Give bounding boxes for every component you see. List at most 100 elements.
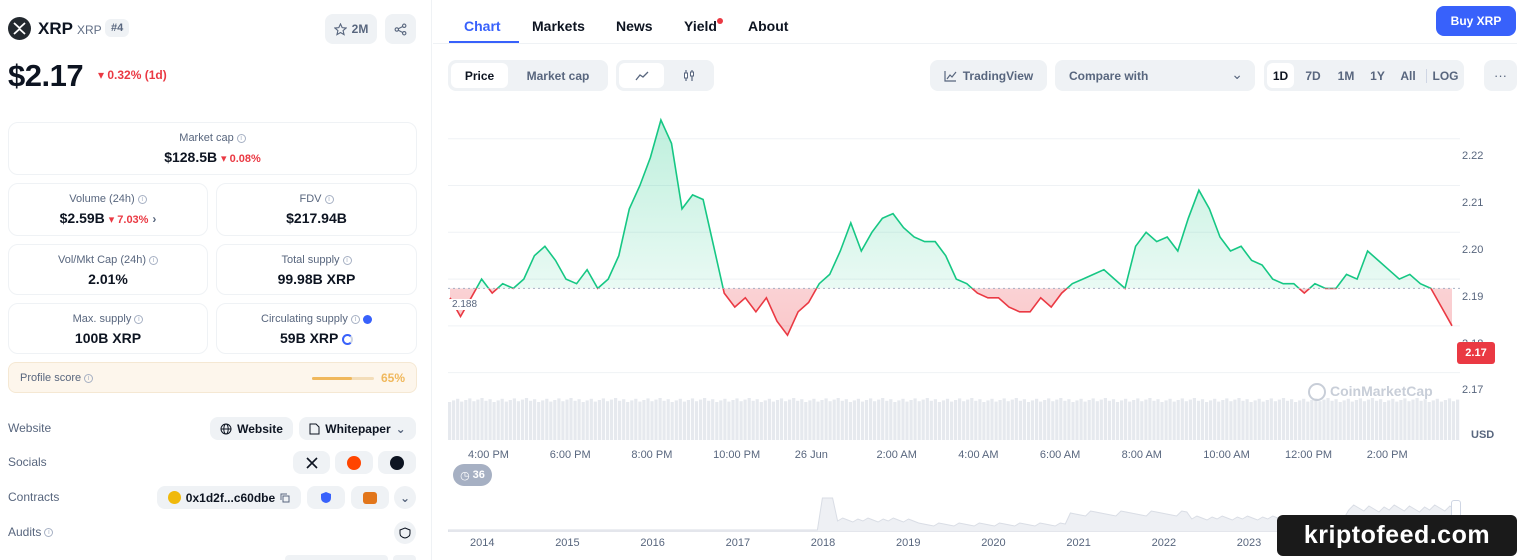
reddit-button[interactable] <box>335 451 373 474</box>
tab-yield[interactable]: Yield <box>684 18 717 34</box>
volume-bar <box>678 398 682 440</box>
info-icon[interactable]: i <box>149 255 159 265</box>
more-options-button[interactable]: ··· <box>1484 60 1517 91</box>
range-1y[interactable]: 1Y <box>1370 68 1385 83</box>
tab-news[interactable]: News <box>616 18 653 34</box>
volume-bar <box>1087 400 1091 440</box>
volume-bar <box>488 399 492 440</box>
tab-about[interactable]: About <box>748 18 789 34</box>
volume-bar <box>779 398 784 440</box>
volume-bar <box>1419 400 1423 440</box>
y-unit: USD <box>1471 429 1495 441</box>
volume-bar <box>1387 400 1391 440</box>
x-twitter-button[interactable] <box>293 451 330 474</box>
range-1m[interactable]: 1M <box>1337 68 1355 83</box>
coinmarketcap-logo-icon <box>1308 383 1326 402</box>
volume-bar <box>650 401 654 440</box>
compare-dropdown[interactable]: Compare with ⌄ <box>1055 60 1255 91</box>
volume-bar <box>1362 401 1366 440</box>
volume-bar <box>1423 399 1427 440</box>
volume-bar <box>699 399 703 440</box>
github-button[interactable] <box>378 451 416 474</box>
volume-bar <box>1192 398 1196 440</box>
volume-bar <box>1043 400 1047 440</box>
x-tick: 6:00 PM <box>549 449 591 461</box>
next-row-button[interactable] <box>393 555 416 560</box>
range-all[interactable]: All <box>1400 68 1416 83</box>
volume-bar <box>1205 402 1209 440</box>
candlestick-button[interactable] <box>667 63 711 88</box>
volume-bar <box>1160 402 1164 440</box>
volume-bar <box>1213 398 1217 440</box>
volume-bar <box>520 399 525 440</box>
range-7d[interactable]: 7D <box>1305 68 1321 83</box>
volume-bar <box>1342 400 1346 440</box>
copy-icon[interactable] <box>280 493 290 503</box>
buy-button[interactable]: Buy XRP <box>1436 6 1516 36</box>
tradingview-button[interactable]: TradingView <box>930 60 1047 91</box>
watchlist-button[interactable]: 2M <box>325 14 377 44</box>
volume-bar <box>1415 398 1419 440</box>
metamask-button[interactable] <box>351 486 389 509</box>
volume-bar <box>1370 398 1375 440</box>
rank-badge: #4 <box>105 19 130 37</box>
socials-row-label: Socials <box>8 455 47 469</box>
coinmarketcap-watermark: CoinMarketCap <box>1308 383 1433 402</box>
line-chart-button[interactable] <box>619 63 664 88</box>
price-marketcap-toggle: Price Market cap <box>448 60 608 91</box>
volume-bar <box>1067 399 1071 440</box>
info-icon[interactable]: i <box>134 314 144 324</box>
shield-button[interactable] <box>307 486 345 509</box>
navigator-year: 2018 <box>810 537 836 549</box>
x-twitter-icon <box>305 456 318 469</box>
audit-button[interactable] <box>394 521 416 544</box>
reference-price-label: 2.188 <box>450 299 480 310</box>
tab-markets[interactable]: Markets <box>532 18 585 34</box>
range-1d[interactable]: 1D <box>1267 63 1294 88</box>
info-icon[interactable]: i <box>342 255 352 265</box>
info-icon[interactable]: i <box>324 194 334 204</box>
stat-market-cap: Market cap i $128.5B ▾ 0.08% <box>8 122 417 175</box>
volume-bar <box>508 400 512 440</box>
volume-bar <box>1099 399 1103 440</box>
volume-bar <box>1447 398 1452 440</box>
profile-score[interactable]: Profile score i 65% <box>8 362 417 393</box>
info-icon[interactable]: i <box>137 194 147 204</box>
stat-value: $2.59B <box>59 210 105 226</box>
info-icon[interactable]: i <box>236 133 246 143</box>
volume-bar <box>1407 401 1411 440</box>
volume-bar <box>1435 398 1439 440</box>
info-icon[interactable]: i <box>44 528 54 538</box>
more-contracts-button[interactable]: ⌄ <box>394 486 416 509</box>
price-line-down <box>449 288 1453 337</box>
supply-progress-icon <box>342 333 353 345</box>
events-badge[interactable]: ◷ 36 <box>453 464 492 486</box>
volume-bar <box>674 400 678 440</box>
website-button[interactable]: Website <box>210 417 293 440</box>
stat-volume[interactable]: Volume (24h) i $2.59B ▾ 7.03% › <box>8 183 208 236</box>
volume-bar <box>1083 401 1087 440</box>
y-tick: 2.22 <box>1462 150 1484 162</box>
stat-label: FDV <box>299 193 322 205</box>
volume-bar <box>1322 399 1326 440</box>
log-toggle[interactable]: LOG <box>1432 68 1459 83</box>
watchlist-count: 2M <box>351 22 369 36</box>
tab-chart[interactable]: Chart <box>464 18 501 34</box>
document-icon <box>309 423 320 434</box>
next-row-chip[interactable] <box>285 555 388 560</box>
contract-address-chip[interactable]: 0x1d2f...c60dbe <box>157 486 301 509</box>
market-cap-toggle[interactable]: Market cap <box>526 68 590 83</box>
volume-bar <box>1010 399 1014 440</box>
whitepaper-dropdown[interactable]: Whitepaper ⌄ <box>299 417 416 440</box>
price-toggle[interactable]: Price <box>451 63 508 88</box>
tabs-divider <box>433 43 1517 44</box>
chevron-down-icon: ⌄ <box>399 490 411 505</box>
share-button[interactable] <box>385 14 416 44</box>
volume-bar <box>755 399 759 440</box>
volume-bar <box>1091 398 1095 440</box>
volume-bar <box>573 400 577 440</box>
volume-bar <box>686 400 690 440</box>
price-chart[interactable] <box>448 106 1460 442</box>
info-icon[interactable]: i <box>350 314 360 324</box>
stat-label: Market cap <box>179 132 234 144</box>
